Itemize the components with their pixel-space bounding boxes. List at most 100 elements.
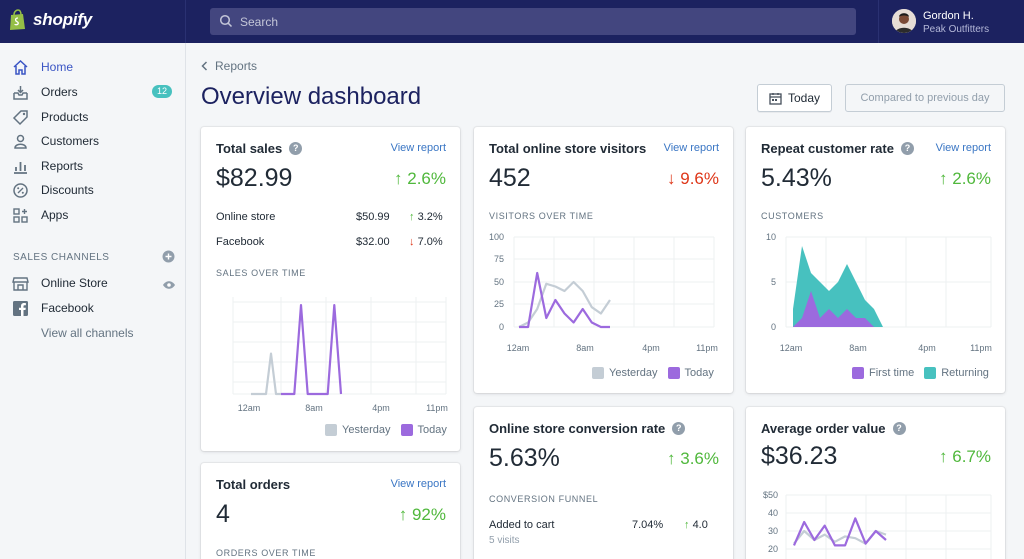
card-title-text: Total sales (216, 141, 283, 156)
facebook-icon (13, 301, 28, 316)
x-tick-label: 12am (238, 403, 261, 413)
sidebar-item-home[interactable]: Home (0, 55, 186, 79)
conversion-change: ↑ 3.6% (667, 449, 719, 468)
avatar[interactable] (892, 9, 916, 33)
x-tick-label: 12am (507, 343, 530, 353)
visitors-card: Total online store visitors View report … (474, 127, 733, 393)
x-tick-label: 4pm (372, 403, 390, 413)
up-arrow-icon: ↑ (409, 211, 415, 223)
legend-swatch (852, 367, 864, 379)
card-title: Total orders (216, 477, 291, 492)
sidebar-item-label: Reports (41, 159, 84, 173)
search-input[interactable] (240, 8, 840, 35)
y-tick-label: $50 (763, 490, 778, 500)
search-bar[interactable] (210, 8, 856, 35)
x-tick-label: 8am (849, 343, 867, 353)
shopify-logo[interactable]: shopify (9, 9, 92, 31)
divider (185, 0, 186, 43)
view-report-link[interactable]: View report (390, 478, 446, 490)
legend-item-yesterday[interactable]: Yesterday (325, 424, 391, 436)
legend-item-returning[interactable]: Returning (924, 367, 989, 379)
row-change: ↑ 4.0 (684, 519, 708, 531)
yesterday-line (518, 280, 611, 328)
legend-item-first-time[interactable]: First time (852, 367, 914, 379)
visitors-value: 452 (489, 164, 531, 192)
today-line (792, 517, 887, 547)
help-icon[interactable]: ? (289, 142, 303, 155)
repeat-customer-change: ↑ 2.6% (939, 169, 991, 188)
card-title: Total sales ? (216, 141, 303, 156)
sidebar-item-products[interactable]: Products (0, 105, 186, 129)
card-title-text: Average order value (761, 421, 886, 436)
total-sales-card: Total sales ? View report $82.99 ↑ 2.6% … (201, 127, 460, 451)
sidebar-item-label: Orders (41, 85, 78, 99)
conversion-value: 5.63% (489, 444, 560, 472)
card-title: Online store conversion rate ? (489, 421, 686, 436)
sidebar-item-orders[interactable]: Orders 12 (0, 80, 186, 104)
customers-chart: 10 5 0 12am 8am 4pm 11pm (766, 232, 992, 353)
sidebar-item-facebook[interactable]: Facebook (0, 296, 186, 320)
average-order-value-card: Average order value ? $36.23 ↑ 6.7% $50 4… (746, 407, 1005, 559)
row-amount: 7.04% (632, 519, 664, 531)
shopify-bag-icon (10, 9, 25, 30)
sales-over-time-chart: 12am 8am 4pm 11pm (232, 297, 448, 413)
aov-change: ↑ 6.7% (939, 447, 991, 466)
sidebar-item-customers[interactable]: Customers (0, 129, 186, 153)
view-report-link[interactable]: View report (390, 142, 446, 154)
today-line (281, 304, 343, 396)
search-icon (219, 14, 233, 28)
compare-button[interactable]: Compared to previous day (845, 84, 1005, 112)
legend-item-yesterday[interactable]: Yesterday (592, 367, 658, 379)
apps-icon (13, 208, 28, 223)
x-tick-label: 11pm (426, 403, 448, 413)
total-orders-value: 4 (216, 500, 230, 528)
view-all-channels-link[interactable]: View all channels (41, 326, 134, 340)
first-time-area (793, 291, 883, 327)
date-range-button[interactable]: Today (757, 84, 832, 112)
sidebar-item-reports[interactable]: Reports (0, 154, 186, 178)
row-change-value: 4.0 (692, 519, 708, 531)
help-icon[interactable]: ? (900, 142, 914, 155)
row-label: Added to cart (489, 519, 555, 531)
up-arrow-icon: ↑ (684, 519, 690, 531)
view-report-link[interactable]: View report (663, 142, 719, 154)
sidebar-item-label: Discounts (41, 183, 94, 197)
user-name[interactable]: Gordon H. (923, 10, 974, 22)
breadcrumb[interactable]: Reports (201, 59, 257, 73)
total-orders-card: Total orders View report 4 ↑ 92% ORDERS … (201, 463, 460, 559)
down-arrow-icon: ↓ (409, 236, 415, 248)
card-title: Total online store visitors (489, 141, 647, 156)
eye-icon[interactable] (162, 280, 176, 290)
sidebar-item-online-store[interactable]: Online Store (0, 271, 186, 295)
view-report-link[interactable]: View report (935, 142, 991, 154)
help-icon[interactable]: ? (672, 422, 686, 435)
brand-name: shopify (33, 10, 93, 29)
row-amount: $32.00 (356, 236, 390, 248)
card-title-text: Online store conversion rate (489, 421, 666, 436)
home-icon (13, 59, 28, 75)
y-tick-label: 40 (768, 508, 778, 518)
row-label: Online store (216, 211, 276, 223)
legend-swatch (325, 424, 337, 436)
legend-swatch (667, 367, 680, 379)
sales-channels-header: SALES CHANNELS (13, 252, 110, 263)
legend-label: Returning (941, 367, 989, 379)
chart-legend: Yesterday Today (315, 424, 447, 436)
legend-label: Yesterday (609, 367, 658, 379)
sidebar-item-discounts[interactable]: Discounts (0, 178, 186, 202)
orders-icon (13, 86, 28, 100)
y-tick-label: 30 (768, 526, 778, 536)
help-icon[interactable]: ? (892, 422, 906, 435)
store-icon (12, 277, 29, 291)
y-tick-label: 0 (771, 322, 776, 332)
sidebar-item-apps[interactable]: Apps (0, 203, 186, 227)
add-channel-plus-icon[interactable] (162, 250, 175, 263)
sidebar-item-label: Products (41, 110, 89, 124)
y-tick-label: 10 (766, 232, 776, 242)
page-title: Overview dashboard (201, 83, 422, 110)
x-tick-label: 4pm (642, 343, 660, 353)
sidebar-item-label: Home (41, 60, 74, 74)
legend-item-today[interactable]: Today (667, 367, 714, 379)
legend-item-today[interactable]: Today (400, 424, 447, 436)
yesterday-line (793, 529, 887, 545)
